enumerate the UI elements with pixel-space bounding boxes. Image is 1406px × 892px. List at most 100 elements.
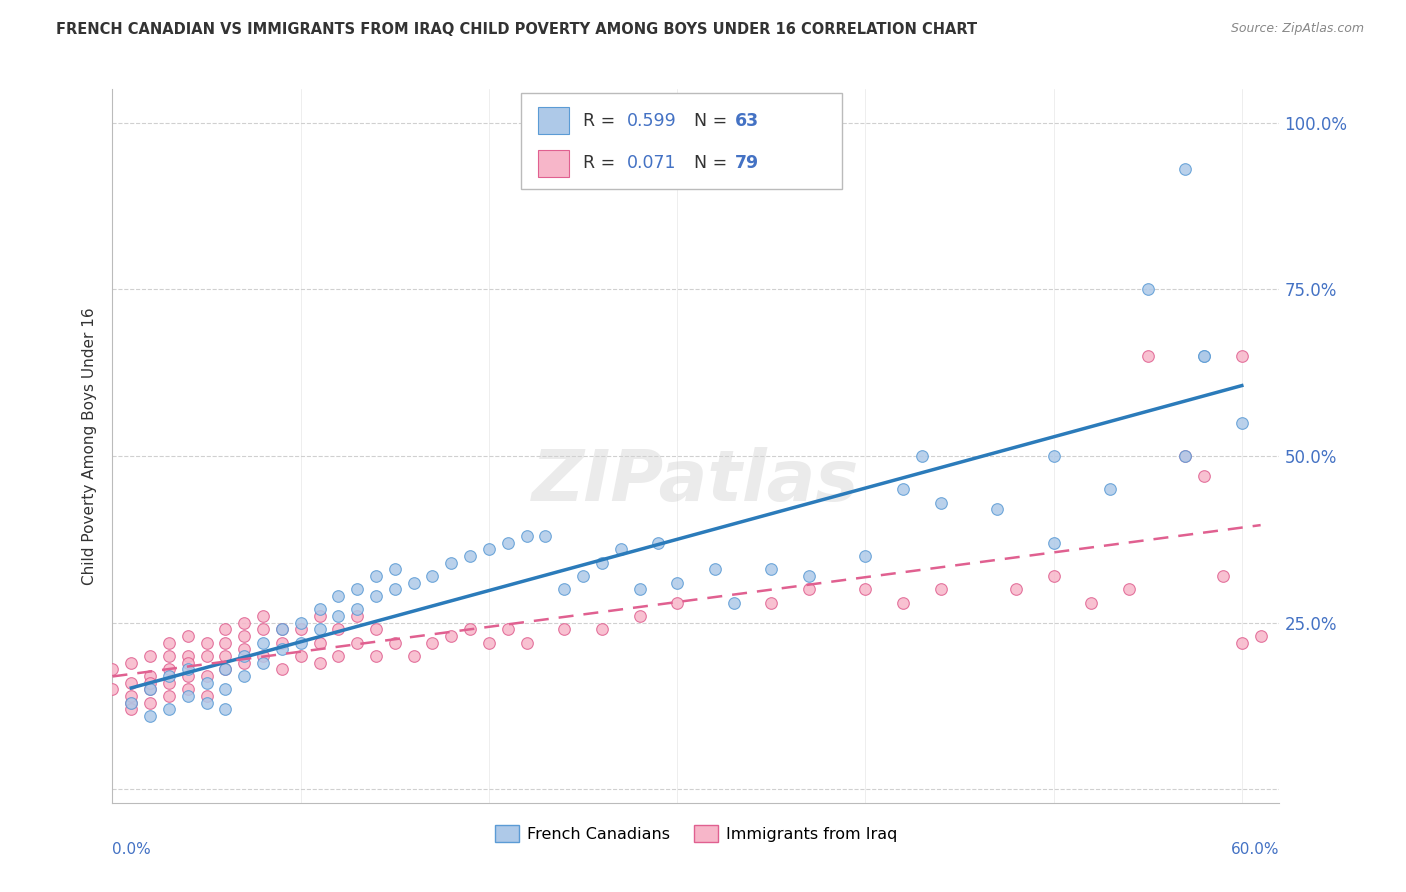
Point bbox=[157, 675, 180, 690]
Text: R =: R = bbox=[582, 154, 620, 172]
Point bbox=[458, 623, 481, 637]
Point bbox=[911, 449, 934, 463]
Point bbox=[797, 582, 820, 597]
Point bbox=[177, 682, 200, 697]
Point bbox=[270, 662, 292, 676]
Point bbox=[252, 656, 274, 670]
Text: 63: 63 bbox=[734, 112, 759, 129]
Point bbox=[891, 596, 914, 610]
Text: 60.0%: 60.0% bbox=[1232, 842, 1279, 857]
Point bbox=[929, 496, 952, 510]
Point bbox=[891, 483, 914, 497]
Point bbox=[346, 602, 368, 616]
Point bbox=[929, 582, 952, 597]
Point bbox=[1005, 582, 1028, 597]
FancyBboxPatch shape bbox=[538, 107, 569, 134]
Point bbox=[328, 589, 350, 603]
Point bbox=[195, 669, 218, 683]
Text: N =: N = bbox=[693, 154, 733, 172]
Point bbox=[290, 623, 312, 637]
Point bbox=[402, 649, 425, 664]
Point bbox=[270, 642, 292, 657]
Text: R =: R = bbox=[582, 112, 620, 129]
Point bbox=[120, 656, 142, 670]
Point bbox=[1042, 569, 1064, 583]
Point bbox=[364, 649, 387, 664]
Point bbox=[270, 636, 292, 650]
Point bbox=[195, 649, 218, 664]
Point bbox=[157, 649, 180, 664]
Point bbox=[177, 689, 200, 703]
Point bbox=[364, 623, 387, 637]
Point bbox=[516, 636, 538, 650]
Point bbox=[1136, 282, 1159, 296]
Point bbox=[1174, 449, 1197, 463]
Point bbox=[270, 623, 292, 637]
Text: 0.599: 0.599 bbox=[627, 112, 676, 129]
Point bbox=[328, 623, 350, 637]
Point bbox=[761, 562, 783, 576]
Point bbox=[384, 636, 406, 650]
Point bbox=[233, 642, 256, 657]
Text: Source: ZipAtlas.com: Source: ZipAtlas.com bbox=[1230, 22, 1364, 36]
Point bbox=[534, 529, 557, 543]
Point bbox=[214, 649, 236, 664]
Text: 0.071: 0.071 bbox=[627, 154, 676, 172]
Point bbox=[101, 682, 124, 697]
Point bbox=[214, 636, 236, 650]
Point bbox=[233, 669, 256, 683]
Point bbox=[177, 669, 200, 683]
Point bbox=[1080, 596, 1102, 610]
Point bbox=[120, 689, 142, 703]
Point bbox=[157, 702, 180, 716]
Point bbox=[1192, 469, 1215, 483]
Point bbox=[290, 636, 312, 650]
Point bbox=[1099, 483, 1122, 497]
Point bbox=[308, 623, 330, 637]
Point bbox=[214, 702, 236, 716]
Point bbox=[308, 656, 330, 670]
Point bbox=[139, 696, 162, 710]
Point bbox=[214, 682, 236, 697]
Point bbox=[723, 596, 745, 610]
Point bbox=[120, 696, 142, 710]
Point bbox=[177, 662, 200, 676]
Point bbox=[290, 649, 312, 664]
Point bbox=[157, 662, 180, 676]
Point bbox=[233, 629, 256, 643]
Point bbox=[496, 623, 519, 637]
Point bbox=[384, 582, 406, 597]
Point bbox=[666, 575, 689, 590]
Point bbox=[308, 636, 330, 650]
Point bbox=[422, 569, 444, 583]
Point bbox=[346, 582, 368, 597]
Point bbox=[628, 609, 651, 624]
Point bbox=[1230, 416, 1253, 430]
Point bbox=[252, 636, 274, 650]
Point bbox=[553, 582, 575, 597]
Point bbox=[120, 702, 142, 716]
Point bbox=[666, 596, 689, 610]
Point bbox=[177, 649, 200, 664]
Point bbox=[628, 582, 651, 597]
Point bbox=[384, 562, 406, 576]
Point bbox=[328, 609, 350, 624]
Point bbox=[609, 542, 631, 557]
Point bbox=[177, 656, 200, 670]
Point bbox=[252, 609, 274, 624]
Text: N =: N = bbox=[693, 112, 733, 129]
Point bbox=[214, 662, 236, 676]
Point bbox=[1192, 349, 1215, 363]
Point bbox=[364, 569, 387, 583]
Point bbox=[1230, 636, 1253, 650]
Point bbox=[157, 636, 180, 650]
Point bbox=[120, 696, 142, 710]
Point bbox=[853, 582, 876, 597]
Point bbox=[1174, 162, 1197, 177]
Point bbox=[252, 649, 274, 664]
Point bbox=[591, 556, 613, 570]
Point bbox=[139, 669, 162, 683]
Point bbox=[516, 529, 538, 543]
Point bbox=[157, 669, 180, 683]
Point bbox=[139, 682, 162, 697]
